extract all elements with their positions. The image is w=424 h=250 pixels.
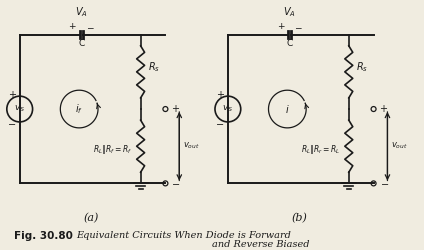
Text: $R_s$: $R_s$ — [148, 60, 160, 74]
Text: +: + — [216, 90, 224, 100]
Text: $R_L \| R_r = R_L$: $R_L \| R_r = R_L$ — [301, 143, 340, 156]
Text: $-$: $-$ — [215, 118, 224, 128]
Text: (b): (b) — [291, 213, 307, 223]
Text: Fig. 30.80: Fig. 30.80 — [14, 231, 73, 241]
Text: $-$: $-$ — [86, 22, 95, 31]
Text: $v_{out}$: $v_{out}$ — [391, 141, 408, 152]
Text: $V_A$: $V_A$ — [75, 5, 88, 19]
Text: $i$: $i$ — [285, 103, 290, 115]
Text: and Reverse Biased: and Reverse Biased — [212, 240, 310, 249]
Text: $R_s$: $R_s$ — [356, 60, 368, 74]
Text: $v_S$: $v_S$ — [14, 104, 25, 114]
Text: (a): (a) — [84, 213, 99, 223]
Text: $v_{out}$: $v_{out}$ — [183, 141, 200, 152]
Text: $R_L \| R_f = R_f$: $R_L \| R_f = R_f$ — [93, 143, 132, 156]
Text: C: C — [78, 39, 84, 48]
Text: Equivalent Circuits When Diode is Forward: Equivalent Circuits When Diode is Forwar… — [76, 232, 291, 240]
Text: $-$: $-$ — [294, 22, 303, 31]
Text: $-$: $-$ — [171, 178, 181, 188]
Text: +: + — [69, 22, 76, 31]
Text: +: + — [379, 104, 388, 114]
Text: +: + — [8, 90, 16, 100]
Text: +: + — [171, 104, 179, 114]
Text: $V_A$: $V_A$ — [283, 5, 296, 19]
Text: $v_S$: $v_S$ — [222, 104, 234, 114]
Text: $i_f$: $i_f$ — [75, 102, 83, 116]
Text: C: C — [286, 39, 293, 48]
Text: $-$: $-$ — [379, 178, 389, 188]
Text: +: + — [276, 22, 284, 31]
Text: $-$: $-$ — [7, 118, 17, 128]
